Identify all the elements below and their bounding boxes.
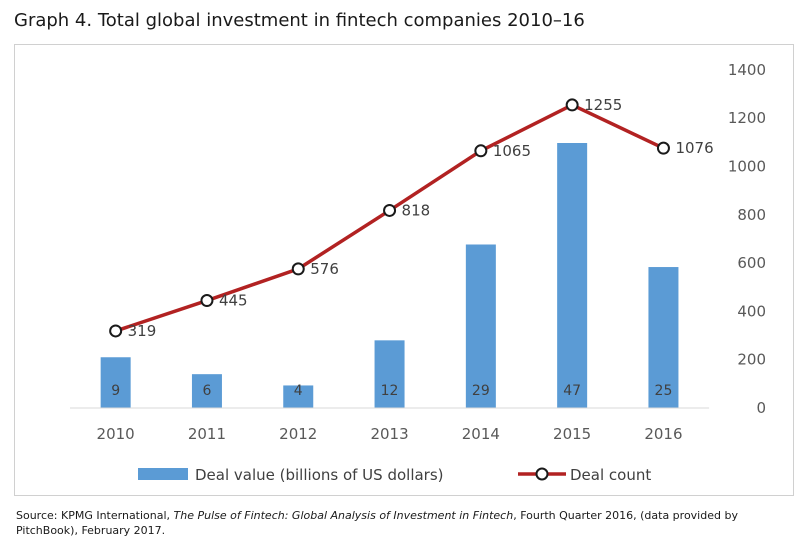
source-note: Source: KPMG International, The Pulse of… [16, 508, 801, 538]
legend-swatch-deal-value [138, 468, 188, 480]
count-marker-2011 [200, 294, 214, 308]
bar-2016 [648, 267, 679, 408]
bar-2015 [557, 143, 588, 408]
y-tick-1200: 1200 [728, 109, 766, 127]
bar-label-2013: 12 [381, 383, 399, 399]
count-label-2015: 1255 [584, 96, 622, 114]
count-label-2011: 445 [219, 292, 248, 310]
x-tick-2015: 2015 [553, 425, 591, 443]
y-tick-1000: 1000 [728, 158, 766, 176]
source-suffix: , Fourth Quarter 2016, (data provided by… [16, 509, 738, 537]
source-title: The Pulse of Fintech: Global Analysis of… [173, 509, 514, 522]
y-tick-400: 400 [737, 302, 766, 320]
x-tick-2013: 2013 [370, 425, 408, 443]
x-tick-2010: 2010 [97, 425, 135, 443]
count-marker-2015 [565, 98, 579, 112]
bar-label-2012: 4 [294, 383, 303, 399]
x-tick-2014: 2014 [462, 425, 500, 443]
count-label-2012: 576 [310, 260, 339, 278]
count-marker-2013 [383, 203, 397, 217]
count-marker-2014 [474, 144, 488, 158]
x-tick-2011: 2011 [188, 425, 226, 443]
count-label-2010: 319 [128, 322, 157, 340]
bar-label-2010: 9 [111, 383, 120, 399]
source-prefix: Source: KPMG International, [16, 509, 174, 522]
bar-2012 [283, 385, 314, 408]
y-tick-800: 800 [737, 206, 766, 224]
y-tick-0: 0 [756, 399, 766, 417]
y-tick-200: 200 [737, 351, 766, 369]
legend-label-deal-count: Deal count [570, 466, 651, 484]
legend-label-deal-value: Deal value (billions of US dollars) [195, 466, 444, 484]
bar-label-2011: 6 [202, 383, 211, 399]
legend: Deal value (billions of US dollars) Deal … [138, 466, 651, 484]
y-tick-1400: 1400 [728, 61, 766, 79]
bar-2013 [374, 340, 405, 408]
count-label-2014: 1065 [493, 142, 531, 160]
y-tick-600: 600 [737, 254, 766, 272]
count-marker-2012 [291, 262, 305, 276]
bar-2011 [191, 374, 222, 408]
legend-marker-deal-count [535, 467, 549, 481]
x-tick-2012: 2012 [279, 425, 317, 443]
bar-2010 [100, 357, 131, 408]
bar-2014 [465, 244, 496, 408]
chart-title: Graph 4. Total global investment in fint… [14, 10, 585, 31]
count-label-2013: 818 [402, 201, 431, 219]
chart: 9 6 4 12 29 47 25 2010 2011 2012 2013 2014 2015 2016… [70, 61, 766, 484]
count-marker-2016 [656, 141, 670, 155]
count-label-2016: 1076 [675, 139, 713, 157]
count-marker-2010 [109, 324, 123, 338]
x-tick-2016: 2016 [644, 425, 682, 443]
bar-label-2015: 47 [563, 383, 581, 399]
bar-label-2014: 29 [472, 383, 490, 399]
chart-frame [14, 44, 794, 496]
bar-label-2016: 25 [655, 383, 673, 399]
